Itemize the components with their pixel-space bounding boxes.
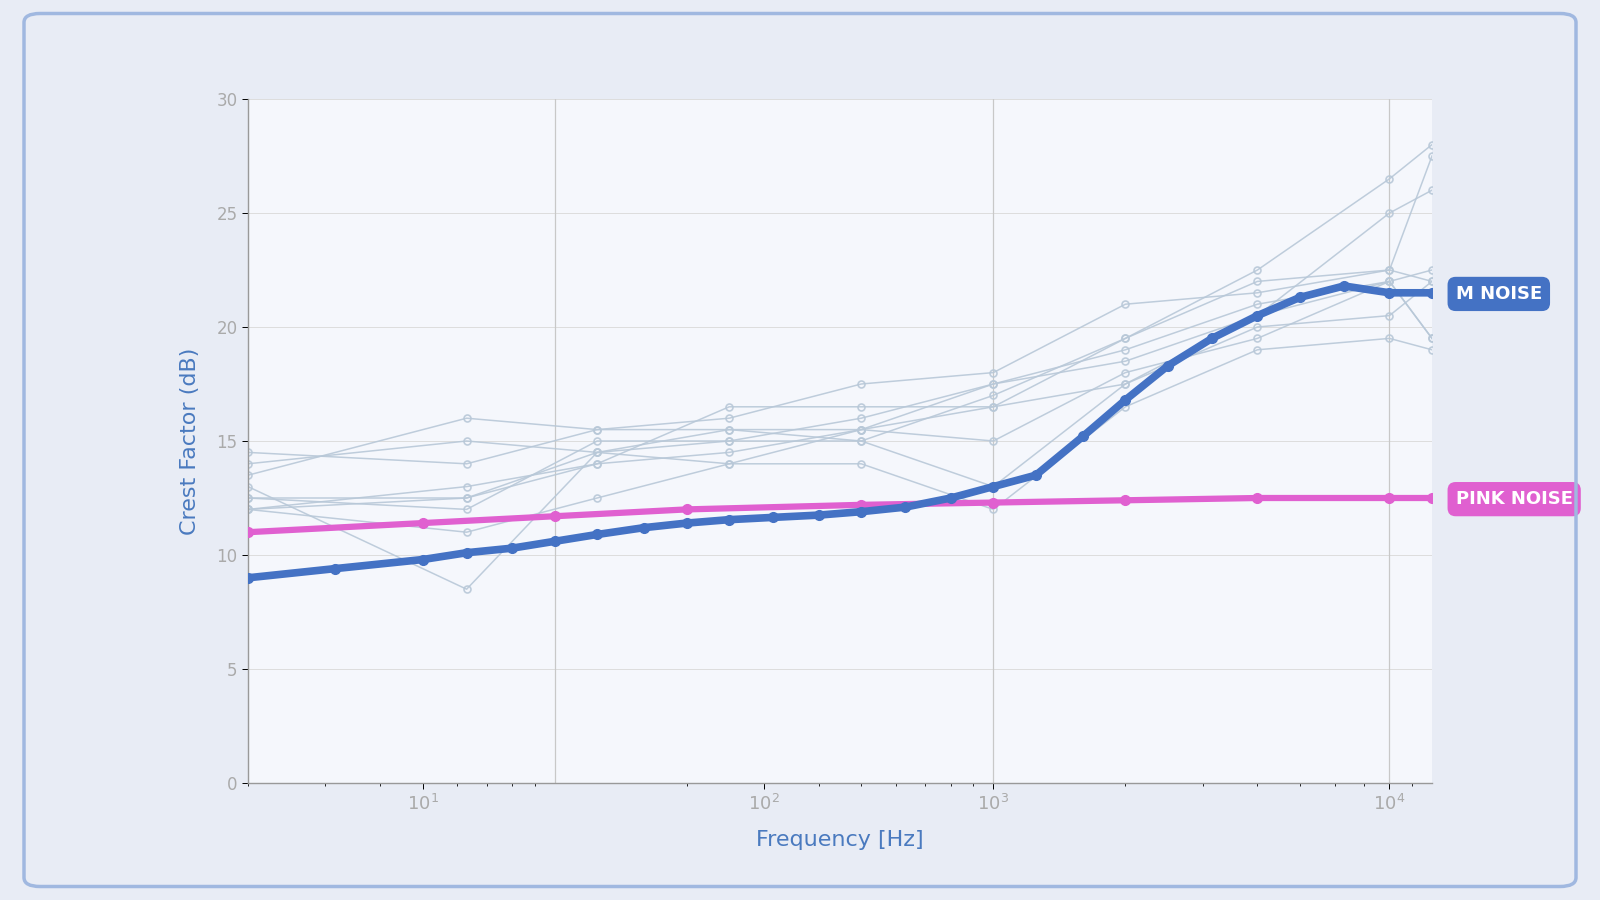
Y-axis label: Crest Factor (dB): Crest Factor (dB) [179, 347, 200, 535]
X-axis label: Frequency [Hz]: Frequency [Hz] [757, 830, 923, 850]
Text: M NOISE: M NOISE [1456, 285, 1542, 303]
Text: PINK NOISE: PINK NOISE [1456, 491, 1573, 508]
